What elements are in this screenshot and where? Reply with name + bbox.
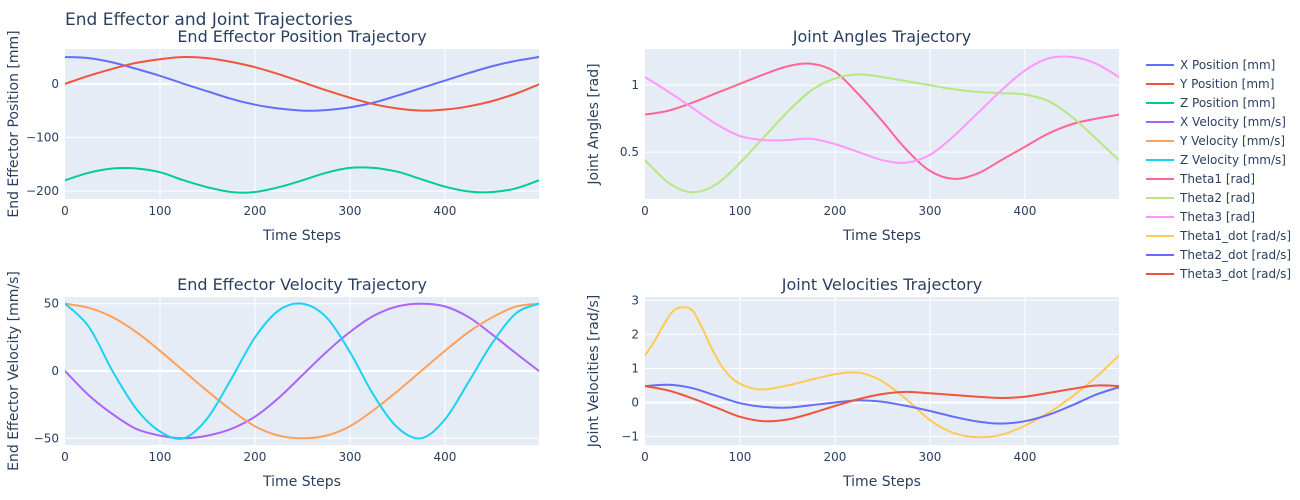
legend-item[interactable]: Y Position [mm] — [1146, 77, 1274, 91]
x-tick-label: 200 — [824, 450, 847, 464]
subplot-title: Joint Velocities Trajectory — [781, 275, 982, 294]
legend-label: Y Velocity [mm/s] — [1179, 134, 1285, 148]
series-group — [645, 55, 1119, 194]
x-tick-label: 100 — [149, 450, 172, 464]
legend-label: Z Velocity [mm/s] — [1180, 153, 1286, 167]
y-tick-label: 0 — [51, 364, 59, 378]
legend-item[interactable]: Theta2_dot [rad/s] — [1146, 248, 1291, 262]
legend-label: Z Position [mm] — [1180, 96, 1275, 110]
legend-item[interactable]: Z Position [mm] — [1146, 96, 1275, 110]
plot-area[interactable] — [65, 49, 539, 199]
y-tick-label: 3 — [631, 293, 639, 307]
series-line-y-velocity[interactable] — [65, 302, 539, 440]
x-tick-label: 400 — [434, 204, 457, 218]
x-tick-label: 300 — [339, 204, 362, 218]
legend-item[interactable]: Theta1 [rad] — [1146, 172, 1255, 186]
y-tick-label: −100 — [26, 130, 59, 144]
x-tick-label: 0 — [61, 450, 69, 464]
x-tick-label: 100 — [729, 450, 752, 464]
subplot-title: End Effector Position Trajectory — [177, 27, 426, 46]
legend-item[interactable]: Theta3 [rad] — [1146, 210, 1255, 224]
x-tick-label: 100 — [729, 204, 752, 218]
legend-item[interactable]: X Velocity [mm/s] — [1146, 115, 1286, 129]
y-tick-label: 1 — [631, 78, 639, 92]
y-tick-label: 50 — [44, 297, 59, 311]
figure-title: End Effector and Joint Trajectories — [65, 10, 353, 30]
legend-item[interactable]: Theta1_dot [rad/s] — [1146, 229, 1291, 243]
legend-item[interactable]: Z Velocity [mm/s] — [1146, 153, 1286, 167]
series-line-theta2[interactable] — [645, 73, 1119, 194]
x-axis-title: Time Steps — [262, 474, 341, 490]
x-tick-label: 400 — [1014, 204, 1037, 218]
series-group — [65, 302, 539, 440]
x-tick-label: 300 — [919, 450, 942, 464]
subplot-title: Joint Angles Trajectory — [792, 27, 971, 46]
y-tick-label: −50 — [34, 431, 59, 445]
series-line-x-position[interactable] — [65, 56, 539, 112]
series-line-y-position[interactable] — [65, 55, 539, 112]
subplot-1: 0 100 200 300 400 −200 −100 0 End Effector Posit… — [6, 27, 539, 244]
series-line-theta3-dot[interactable] — [645, 384, 1119, 423]
series-line-x-velocity[interactable] — [65, 302, 539, 440]
legend-item[interactable]: Theta3_dot [rad/s] — [1146, 267, 1291, 281]
legend-label: Theta1_dot [rad/s] — [1179, 229, 1291, 243]
series-line-theta1[interactable] — [645, 62, 1119, 180]
y-tick-label: 2 — [631, 327, 639, 341]
y-tick-label: −200 — [26, 184, 59, 198]
subplot-title: End Effector Velocity Trajectory — [177, 275, 427, 294]
y-axis-title: Joint Angles [rad] — [586, 63, 602, 185]
legend-item[interactable]: Y Velocity [mm/s] — [1146, 134, 1285, 148]
series-line-theta2-dot[interactable] — [645, 383, 1119, 425]
x-tick-label: 400 — [1014, 450, 1037, 464]
series-line-theta1-dot[interactable] — [645, 306, 1119, 439]
legend-item[interactable]: Theta2 [rad] — [1146, 191, 1255, 205]
subplot-2: 0 100 200 300 400 0.5 1 Joint Angles Trajectory… — [586, 27, 1119, 244]
y-tick-label: 0 — [631, 395, 639, 409]
y-tick-label: 1 — [631, 361, 639, 375]
series-line-z-position[interactable] — [65, 166, 539, 194]
series-group — [645, 306, 1119, 439]
x-axis-title: Time Steps — [262, 228, 341, 244]
legend-label: Theta1 [rad] — [1179, 172, 1255, 186]
x-tick-label: 100 — [149, 204, 172, 218]
y-tick-label: 0 — [51, 77, 59, 91]
y-axis-title: End Effector Position [mm] — [6, 30, 22, 217]
legend-item[interactable]: X Position [mm] — [1146, 58, 1275, 72]
plot-area[interactable] — [645, 297, 1119, 445]
y-tick-label: −1 — [621, 429, 639, 443]
x-tick-label: 200 — [824, 204, 847, 218]
y-axis-title: Joint Velocities [rad/s] — [586, 295, 602, 448]
y-axis-title: End Effector Velocity [mm/s] — [6, 271, 22, 471]
x-axis-title: Time Steps — [842, 474, 921, 490]
legend-label: Y Position [mm] — [1179, 77, 1274, 91]
x-tick-label: 400 — [434, 450, 457, 464]
x-tick-label: 200 — [244, 204, 267, 218]
x-tick-label: 300 — [919, 204, 942, 218]
x-tick-label: 0 — [641, 204, 649, 218]
legend-label: Theta3 [rad] — [1179, 210, 1255, 224]
legend-label: Theta2 [rad] — [1179, 191, 1255, 205]
x-tick-label: 0 — [61, 204, 69, 218]
x-axis-title: Time Steps — [842, 228, 921, 244]
legend[interactable]: X Position [mm] Y Position [mm] Z Position… — [1146, 58, 1291, 281]
x-tick-label: 0 — [641, 450, 649, 464]
y-tick-label: 0.5 — [620, 145, 639, 159]
series-line-theta3[interactable] — [645, 55, 1119, 165]
x-tick-label: 200 — [244, 450, 267, 464]
x-tick-label: 300 — [339, 450, 362, 464]
plot-area[interactable] — [645, 49, 1119, 199]
legend-label: X Velocity [mm/s] — [1180, 115, 1286, 129]
legend-label: Theta3_dot [rad/s] — [1179, 267, 1291, 281]
series-line-z-velocity[interactable] — [65, 302, 539, 440]
series-group — [65, 55, 539, 194]
legend-label: X Position [mm] — [1180, 58, 1275, 72]
legend-label: Theta2_dot [rad/s] — [1179, 248, 1291, 262]
